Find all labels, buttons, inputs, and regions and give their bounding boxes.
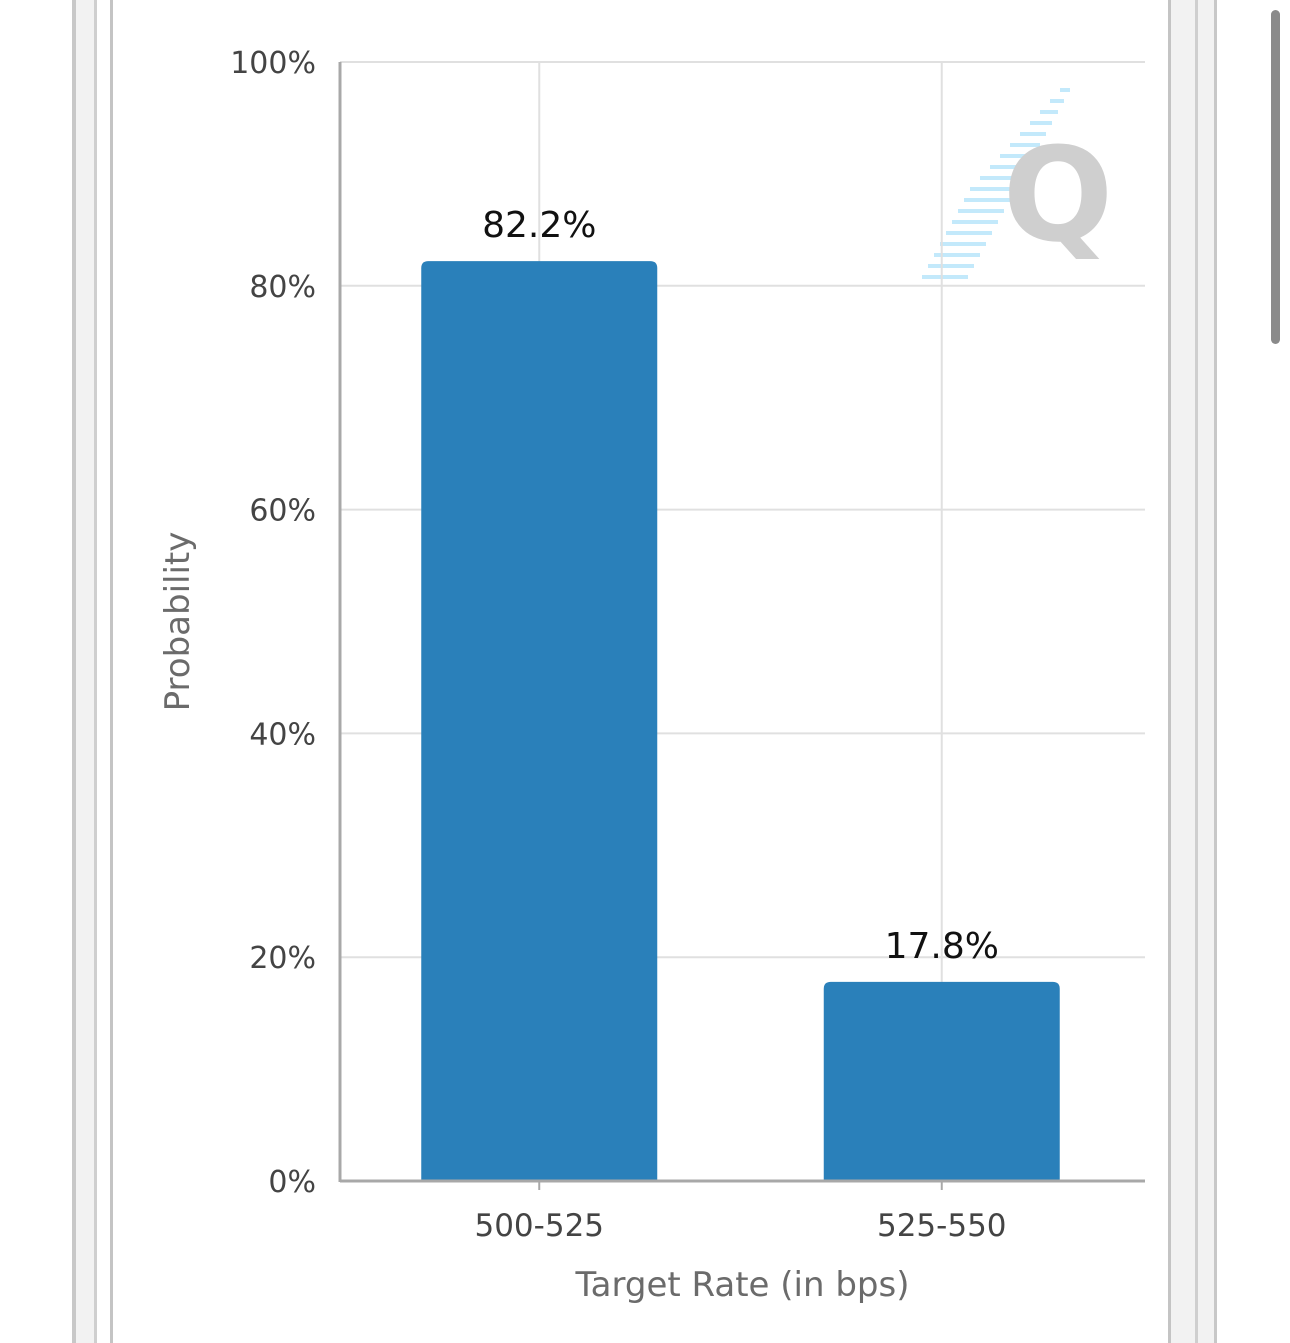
bars (421, 261, 1060, 1181)
frame-right-band (1171, 0, 1195, 1343)
frame-left-edge (110, 0, 113, 1343)
frame-left-border (72, 0, 76, 1343)
y-tick-label: 40% (249, 717, 316, 752)
data-label: 17.8% (885, 926, 999, 967)
data-label: 82.2% (482, 205, 596, 246)
x-tick-label: 525-550 (877, 1208, 1007, 1244)
frame-right-divider (1195, 0, 1198, 1343)
scrollbar-thumb[interactable] (1271, 10, 1280, 344)
frame-right-edge (1168, 0, 1171, 1343)
x-tick-label: 500-525 (474, 1208, 604, 1244)
data-labels: 82.2% 17.8% (482, 205, 999, 967)
x-axis-title: Target Rate (in bps) (575, 1265, 910, 1305)
y-tick-label: 0% (268, 1165, 316, 1200)
axes (338, 62, 1145, 1190)
frame-left-band (76, 0, 94, 1343)
y-tick-label: 80% (249, 270, 316, 305)
y-tick-labels: 0% 20% 40% 60% 80% 100% (230, 46, 316, 1200)
bar-525-550 (823, 981, 1060, 1181)
y-tick-label: 20% (249, 941, 316, 976)
x-tick-labels: 500-525 525-550 (474, 1208, 1006, 1244)
watermark-letter: Q (1003, 119, 1114, 271)
y-tick-label: 100% (230, 46, 316, 81)
frame-right-band-outer (1198, 0, 1214, 1343)
bar-500-525 (421, 261, 658, 1181)
y-tick-label: 60% (249, 494, 316, 529)
frame-right-border (1214, 0, 1217, 1343)
y-axis-title: Probability (158, 532, 198, 712)
frame-left-divider (94, 0, 97, 1343)
watermark-logo: Q (922, 88, 1114, 279)
